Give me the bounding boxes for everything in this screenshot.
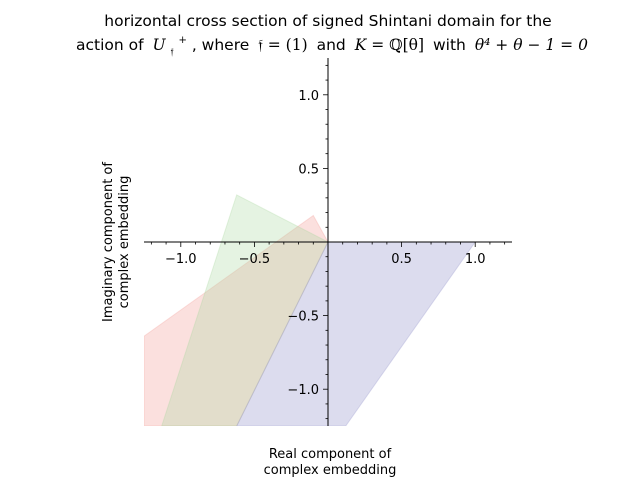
title-f-equals: = (1) xyxy=(268,36,308,54)
y-axis-label-line1: Imaginary component of xyxy=(101,162,116,322)
title-group-sup: + xyxy=(178,35,186,46)
domain-region-1 xyxy=(144,214,329,426)
y-tick-label: −1.0 xyxy=(287,383,319,398)
title-field-equals: = ℚ[θ] xyxy=(371,36,424,54)
x-tick-label: 0.5 xyxy=(391,252,412,267)
x-tick-label: −1.0 xyxy=(165,252,197,267)
y-tick-label: −0.5 xyxy=(287,310,319,325)
x-tick-label: 1.0 xyxy=(465,252,486,267)
title-with: with xyxy=(433,36,466,54)
y-tick-label: 0.5 xyxy=(298,162,319,177)
title-and: and xyxy=(317,36,346,54)
title-f-symbol: 𝔣 xyxy=(258,36,263,54)
x-axis-label-line2: complex embedding xyxy=(264,463,397,478)
y-tick-label: 1.0 xyxy=(298,89,319,104)
title-where: , where xyxy=(192,36,249,54)
title-field-symbol: K xyxy=(354,36,368,54)
plot-area: −1.0 −0.5 0.5 1.0 1.0 0.5 −0.5 −1.0 xyxy=(144,58,512,426)
x-tick-label: −0.5 xyxy=(239,252,271,267)
title-polynomial: θ⁴ + θ − 1 = 0 xyxy=(475,36,588,54)
title-group-sub: 𝔣 xyxy=(171,47,174,58)
y-axis-label-line2: complex embedding xyxy=(117,176,132,309)
chart-title-line1: horizontal cross section of signed Shint… xyxy=(104,12,551,30)
x-axis-label-line1: Real component of xyxy=(269,447,392,462)
title-action-of: action of xyxy=(76,36,144,54)
title-group-symbol: U xyxy=(153,36,167,54)
regions-group xyxy=(144,194,477,426)
chart-title-line2: action of U 𝔣 + , where 𝔣 = (1) and K = … xyxy=(76,29,588,59)
domain-region-2 xyxy=(161,194,329,426)
